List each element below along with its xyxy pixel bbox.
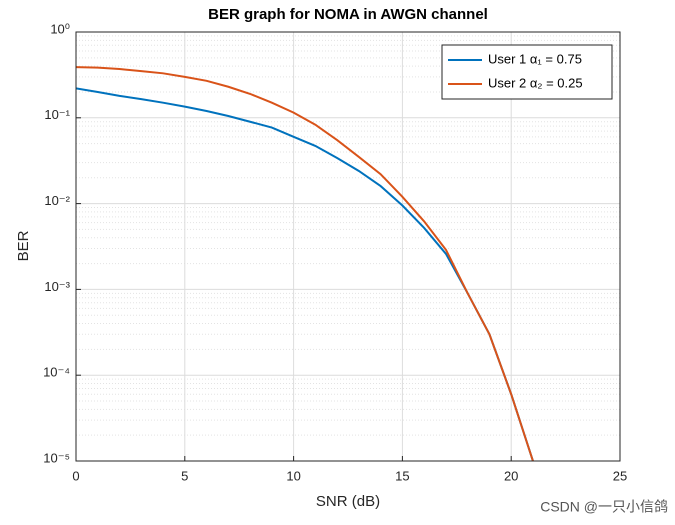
x-tick-label: 25 xyxy=(613,468,627,483)
x-tick-label: 0 xyxy=(72,468,79,483)
y-tick-label: 10⁻⁵ xyxy=(43,450,70,465)
x-tick-label: 20 xyxy=(504,468,518,483)
y-tick-label: 10⁻¹ xyxy=(44,107,70,122)
axes-box xyxy=(75,31,621,462)
series-line xyxy=(76,66,534,461)
legend: User 1 α₁ = 0.75 User 2 α₂ = 0.25 xyxy=(441,44,613,100)
legend-label: User 1 α₁ = 0.75 xyxy=(488,51,582,66)
x-tick-label: 15 xyxy=(395,468,409,483)
x-axis-label: SNR (dB) xyxy=(316,493,380,510)
y-tick-label: 10⁰ xyxy=(50,21,70,36)
watermark: CSDN @一只小信鸽 xyxy=(540,499,668,515)
chart-title: BER graph for NOMA in AWGN channel xyxy=(208,6,488,23)
y-tick-label: 10⁻³ xyxy=(44,279,70,294)
y-axis-label: BER xyxy=(15,230,32,261)
y-tick-label: 10⁻² xyxy=(44,193,70,208)
x-tick-label: 5 xyxy=(181,468,188,483)
legend-label: User 2 α₂ = 0.25 xyxy=(488,75,583,90)
legend-box xyxy=(441,44,613,100)
x-tick-label: 10 xyxy=(286,468,300,483)
y-tick-label: 10⁻⁴ xyxy=(43,365,70,380)
